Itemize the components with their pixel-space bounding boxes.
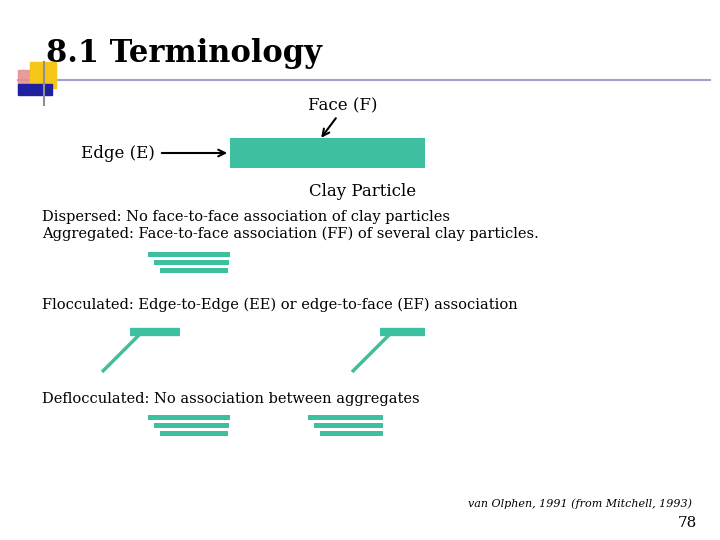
Bar [314, 423, 383, 428]
Text: 8.1 Terminology: 8.1 Terminology [46, 38, 322, 69]
Bar [160, 268, 228, 273]
Bar [30, 62, 56, 88]
Text: 78: 78 [678, 516, 697, 530]
Bar [148, 415, 230, 420]
Text: Flocculated: Edge-to-Edge (EE) or edge-to-face (EF) association: Flocculated: Edge-to-Edge (EE) or edge-t… [42, 298, 518, 313]
Bar [154, 423, 229, 428]
Bar [18, 70, 48, 94]
Bar [148, 252, 230, 257]
Text: Aggregated: Face-to-face association (FF) of several clay particles.: Aggregated: Face-to-face association (FF… [42, 227, 539, 241]
Bar [154, 260, 229, 265]
Text: Clay Particle: Clay Particle [309, 183, 416, 200]
Bar [160, 431, 228, 436]
Bar [320, 431, 383, 436]
Text: van Olphen, 1991 (from Mitchell, 1993): van Olphen, 1991 (from Mitchell, 1993) [468, 498, 692, 509]
Bar [230, 138, 425, 168]
Bar [308, 415, 383, 420]
Text: Edge (E): Edge (E) [81, 145, 155, 161]
Text: Dispersed: No face-to-face association of clay particles: Dispersed: No face-to-face association o… [42, 210, 450, 224]
Text: Face (F): Face (F) [307, 97, 377, 114]
Bar [18, 84, 52, 95]
Text: Deflocculated: No association between aggregates: Deflocculated: No association between ag… [42, 392, 420, 406]
